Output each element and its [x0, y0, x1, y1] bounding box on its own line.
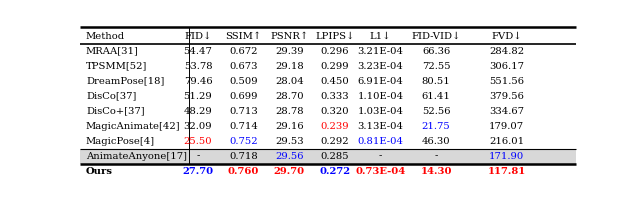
Text: 28.78: 28.78: [275, 107, 303, 116]
Text: 0.299: 0.299: [321, 62, 349, 71]
Text: 29.53: 29.53: [275, 137, 303, 146]
Text: 53.78: 53.78: [184, 62, 212, 71]
Text: MRAA[31]: MRAA[31]: [86, 47, 139, 56]
Text: 0.320: 0.320: [321, 107, 349, 116]
Text: -: -: [379, 152, 382, 160]
Text: SSIM↑: SSIM↑: [225, 32, 262, 41]
Text: 0.450: 0.450: [321, 77, 349, 86]
Text: 0.713: 0.713: [229, 107, 258, 116]
Text: 29.16: 29.16: [275, 122, 303, 131]
Text: 0.718: 0.718: [229, 152, 258, 160]
Text: 0.509: 0.509: [229, 77, 258, 86]
Text: L1↓: L1↓: [370, 32, 391, 41]
Text: 179.07: 179.07: [489, 122, 524, 131]
Text: 0.292: 0.292: [321, 137, 349, 146]
Text: FID↓: FID↓: [184, 32, 212, 41]
Text: -: -: [196, 152, 200, 160]
Text: MagicAnimate[42]: MagicAnimate[42]: [86, 122, 180, 131]
Text: 1.03E-04: 1.03E-04: [358, 107, 404, 116]
Text: 0.760: 0.760: [228, 166, 259, 176]
Text: 379.56: 379.56: [489, 92, 524, 101]
Text: 14.30: 14.30: [420, 166, 452, 176]
Text: 306.17: 306.17: [489, 62, 524, 71]
Text: 52.56: 52.56: [422, 107, 451, 116]
Text: 28.04: 28.04: [275, 77, 304, 86]
Text: 0.672: 0.672: [229, 47, 258, 56]
Text: 3.21E-04: 3.21E-04: [358, 47, 404, 56]
Text: -: -: [435, 152, 438, 160]
Text: 0.285: 0.285: [321, 152, 349, 160]
Text: TPSMM[52]: TPSMM[52]: [86, 62, 147, 71]
Text: 3.23E-04: 3.23E-04: [358, 62, 403, 71]
Text: AnimateAnyone[17]: AnimateAnyone[17]: [86, 152, 187, 160]
Text: 66.36: 66.36: [422, 47, 451, 56]
Bar: [80, 149, 576, 163]
Text: 29.18: 29.18: [275, 62, 304, 71]
Text: 117.81: 117.81: [488, 166, 525, 176]
Text: 0.239: 0.239: [321, 122, 349, 131]
Text: 284.82: 284.82: [489, 47, 524, 56]
Text: PSNR↑: PSNR↑: [270, 32, 308, 41]
Text: 0.699: 0.699: [229, 92, 258, 101]
Text: 334.67: 334.67: [489, 107, 524, 116]
Text: 21.75: 21.75: [422, 122, 451, 131]
Text: 29.39: 29.39: [275, 47, 303, 56]
Text: 216.01: 216.01: [489, 137, 524, 146]
Text: 46.30: 46.30: [422, 137, 451, 146]
Text: LPIPS↓: LPIPS↓: [316, 32, 355, 41]
Text: 54.47: 54.47: [184, 47, 212, 56]
Text: 48.29: 48.29: [184, 107, 212, 116]
Text: 171.90: 171.90: [489, 152, 524, 160]
Text: 0.714: 0.714: [229, 122, 258, 131]
Text: 72.55: 72.55: [422, 62, 451, 71]
Text: Ours: Ours: [86, 166, 113, 176]
Text: 29.56: 29.56: [275, 152, 303, 160]
Text: 0.73E-04: 0.73E-04: [355, 166, 406, 176]
Text: 0.296: 0.296: [321, 47, 349, 56]
Text: 25.50: 25.50: [184, 137, 212, 146]
Text: 79.46: 79.46: [184, 77, 212, 86]
Text: FVD↓: FVD↓: [492, 32, 522, 41]
Text: 0.333: 0.333: [321, 92, 349, 101]
Text: 27.70: 27.70: [182, 166, 214, 176]
Text: 80.51: 80.51: [422, 77, 451, 86]
Text: 6.91E-04: 6.91E-04: [358, 77, 403, 86]
Text: 28.70: 28.70: [275, 92, 303, 101]
Text: 3.13E-04: 3.13E-04: [358, 122, 404, 131]
Text: 0.81E-04: 0.81E-04: [358, 137, 404, 146]
Text: DreamPose[18]: DreamPose[18]: [86, 77, 164, 86]
Text: 51.29: 51.29: [184, 92, 212, 101]
Text: 0.272: 0.272: [319, 166, 351, 176]
Text: MagicPose[4]: MagicPose[4]: [86, 137, 155, 146]
Text: 29.70: 29.70: [274, 166, 305, 176]
Text: 32.09: 32.09: [184, 122, 212, 131]
Text: DisCo+[37]: DisCo+[37]: [86, 107, 145, 116]
Text: 61.41: 61.41: [422, 92, 451, 101]
Text: FID-VID↓: FID-VID↓: [412, 32, 461, 41]
Text: 0.673: 0.673: [229, 62, 258, 71]
Text: 0.752: 0.752: [229, 137, 258, 146]
Text: DisCo[37]: DisCo[37]: [86, 92, 136, 101]
Text: 551.56: 551.56: [489, 77, 524, 86]
Text: Method: Method: [86, 32, 125, 41]
Text: 1.10E-04: 1.10E-04: [358, 92, 404, 101]
